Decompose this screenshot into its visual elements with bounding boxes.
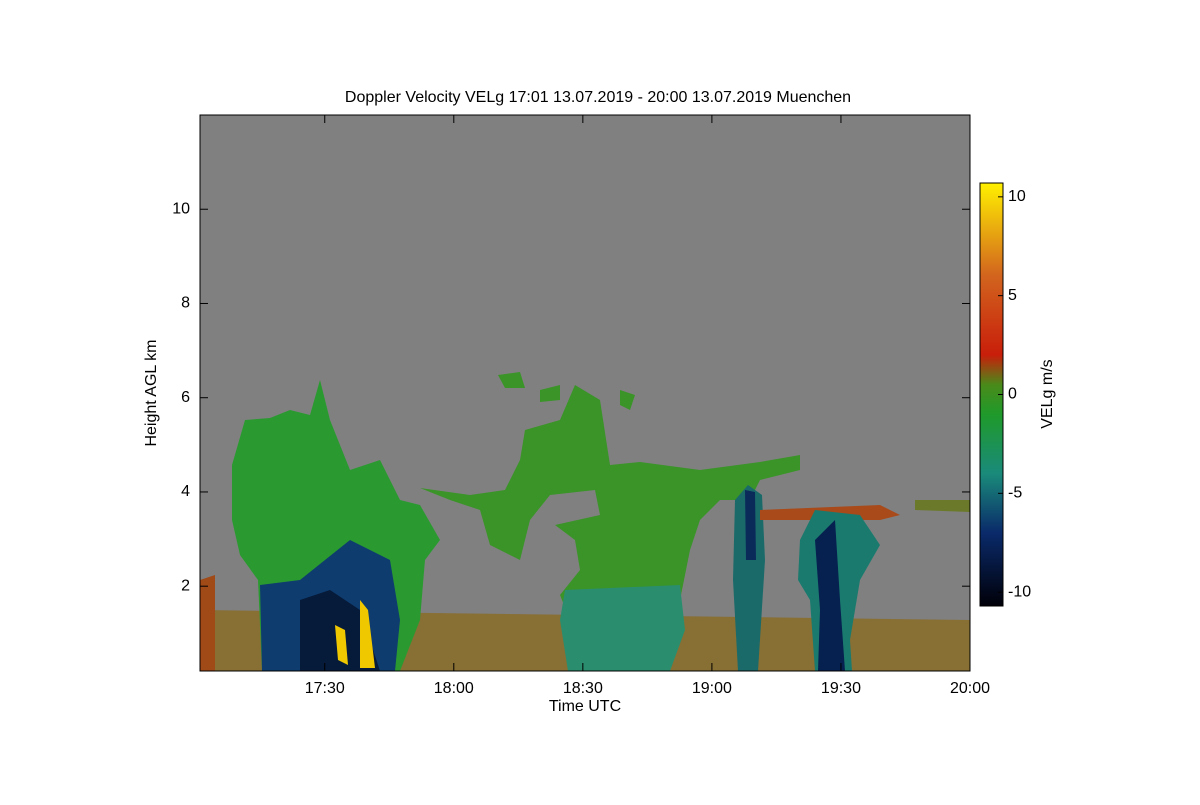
colorbar-label: VELg m/s [1039,359,1056,428]
colorbar-tick-label: -10 [1008,583,1031,600]
y-tick-label: 8 [181,295,190,312]
x-axis-label: Time UTC [549,698,621,715]
x-tick-label: 18:30 [563,680,603,697]
x-tick-label: 20:00 [950,680,990,697]
x-tick-label: 18:00 [434,680,474,697]
x-tick-label: 17:30 [305,680,345,697]
colorbar-tick-label: 10 [1008,188,1026,205]
y-axis-label: Height AGL km [143,339,160,446]
y-tick-label: 6 [181,389,190,406]
plot-frame [199,114,971,672]
colorbar-tick-label: -5 [1008,485,1022,502]
y-tick-label: 4 [181,483,190,500]
x-tick-label: 19:30 [821,680,861,697]
chart-title: Doppler Velocity VELg 17:01 13.07.2019 -… [345,89,851,106]
y-tick-label: 2 [181,577,190,594]
x-tick-label: 19:00 [692,680,732,697]
colorbar-tick-label: 0 [1008,386,1017,403]
colorbar-tick-label: 5 [1008,287,1017,304]
radar-image [200,372,970,671]
y-tick-label: 10 [172,200,190,217]
